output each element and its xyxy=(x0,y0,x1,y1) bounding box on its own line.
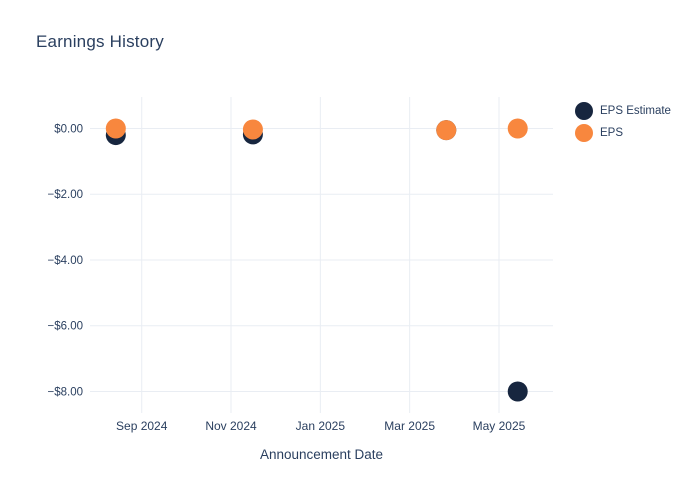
legend-label-eps-estimate: EPS Estimate xyxy=(600,105,671,117)
y-tick-label: −$2.00 xyxy=(48,189,84,201)
eps-estimate-swatch-icon xyxy=(575,102,593,120)
x-tick-label: Sep 2024 xyxy=(116,419,168,433)
legend-item-eps-estimate[interactable]: EPS Estimate xyxy=(575,102,671,120)
legend: EPS Estimate EPS xyxy=(575,102,671,146)
eps-estimate-point[interactable] xyxy=(507,381,528,402)
x-tick-label: Nov 2024 xyxy=(205,419,257,433)
chart-title: Earnings History xyxy=(36,32,164,51)
eps-point[interactable] xyxy=(507,118,528,139)
x-tick-label: Jan 2025 xyxy=(296,419,346,433)
y-tick-label: −$8.00 xyxy=(48,386,84,398)
eps-swatch-icon xyxy=(575,124,593,142)
y-tick-label: −$4.00 xyxy=(48,255,84,267)
y-tick-label: −$6.00 xyxy=(48,321,84,333)
eps-point[interactable] xyxy=(105,118,126,139)
x-axis-title: Announcement Date xyxy=(259,447,384,462)
x-tick-label: May 2025 xyxy=(473,419,526,433)
eps-point[interactable] xyxy=(436,120,457,141)
legend-item-eps[interactable]: EPS xyxy=(575,124,671,142)
x-tick-label: Mar 2025 xyxy=(384,419,435,433)
y-tick-label: $0.00 xyxy=(54,123,83,135)
legend-label-eps: EPS xyxy=(600,127,624,139)
eps-point[interactable] xyxy=(242,119,263,140)
